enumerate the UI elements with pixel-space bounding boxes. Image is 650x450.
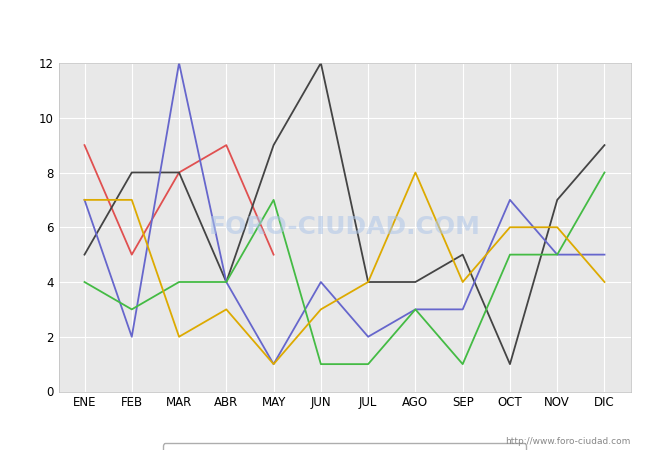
- 2024: [81, 142, 88, 148]
- 2021: [175, 279, 183, 285]
- 2022: [364, 334, 372, 339]
- 2021: [364, 361, 372, 367]
- 2021: [459, 361, 467, 367]
- Line: 2021: 2021: [84, 172, 604, 364]
- 2022: [506, 197, 514, 202]
- 2022: [81, 197, 88, 202]
- 2023: [128, 170, 136, 175]
- 2020: [317, 307, 325, 312]
- 2023: [601, 142, 608, 148]
- Text: FORO-CIUDAD.COM: FORO-CIUDAD.COM: [209, 215, 480, 239]
- 2021: [81, 279, 88, 285]
- 2023: [317, 60, 325, 66]
- 2021: [128, 307, 136, 312]
- 2020: [506, 225, 514, 230]
- 2023: [364, 279, 372, 285]
- 2021: [222, 279, 230, 285]
- Text: Matriculaciones de Vehiculos en la Romana: Matriculaciones de Vehiculos en la Roman…: [146, 9, 504, 27]
- 2020: [601, 279, 608, 285]
- 2020: [364, 279, 372, 285]
- 2022: [317, 279, 325, 285]
- 2021: [601, 170, 608, 175]
- 2023: [270, 142, 278, 148]
- 2020: [553, 225, 561, 230]
- Line: 2024: 2024: [84, 145, 274, 255]
- 2020: [175, 334, 183, 339]
- Text: http://www.foro-ciudad.com: http://www.foro-ciudad.com: [505, 436, 630, 446]
- 2023: [459, 252, 467, 257]
- 2023: [553, 197, 561, 202]
- Line: 2020: 2020: [84, 172, 604, 364]
- 2023: [411, 279, 419, 285]
- 2022: [128, 334, 136, 339]
- 2021: [553, 252, 561, 257]
- 2024: [222, 142, 230, 148]
- 2023: [175, 170, 183, 175]
- 2020: [459, 279, 467, 285]
- 2021: [317, 361, 325, 367]
- 2022: [175, 60, 183, 66]
- 2022: [553, 252, 561, 257]
- Line: 2022: 2022: [84, 63, 604, 364]
- 2023: [81, 252, 88, 257]
- 2021: [411, 307, 419, 312]
- 2023: [506, 361, 514, 367]
- 2020: [411, 170, 419, 175]
- 2022: [411, 307, 419, 312]
- 2024: [175, 170, 183, 175]
- 2020: [270, 361, 278, 367]
- 2022: [601, 252, 608, 257]
- 2021: [270, 197, 278, 202]
- 2022: [459, 307, 467, 312]
- 2022: [270, 361, 278, 367]
- Legend: 2024, 2023, 2022, 2021, 2020: 2024, 2023, 2022, 2021, 2020: [162, 443, 526, 450]
- 2021: [506, 252, 514, 257]
- 2024: [270, 252, 278, 257]
- Line: 2023: 2023: [84, 63, 604, 364]
- 2020: [128, 197, 136, 202]
- 2024: [128, 252, 136, 257]
- 2022: [222, 279, 230, 285]
- 2023: [222, 279, 230, 285]
- 2020: [222, 307, 230, 312]
- 2020: [81, 197, 88, 202]
